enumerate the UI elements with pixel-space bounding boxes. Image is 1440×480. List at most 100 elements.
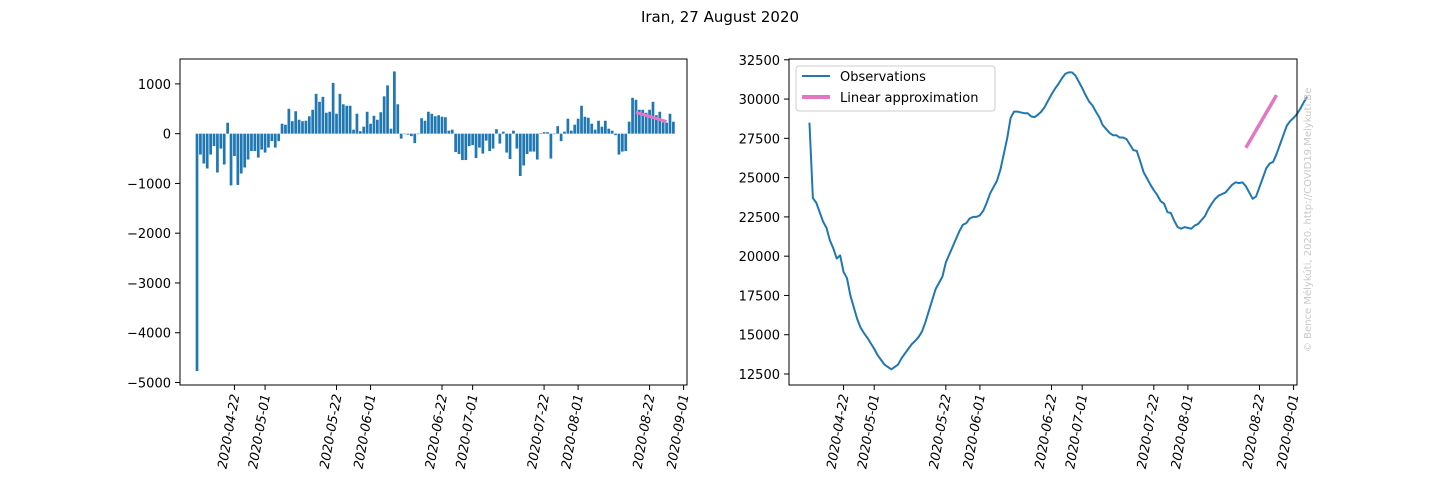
bar: [379, 112, 383, 134]
y-tick-label: 12500: [739, 368, 780, 383]
bar: [454, 133, 457, 153]
bar: [243, 133, 247, 168]
bar: [226, 122, 229, 134]
bar: [393, 71, 396, 134]
line-chart-frame: [788, 58, 1298, 386]
bar: [638, 109, 641, 134]
y-tick-label: 30000: [739, 93, 780, 108]
bar: [655, 115, 658, 134]
bar: [270, 133, 274, 142]
bar: [444, 117, 447, 134]
bar: [501, 131, 505, 134]
bar: [491, 133, 495, 149]
bar: [437, 115, 440, 134]
observations-line: [808, 71, 1309, 371]
bar: [515, 133, 519, 149]
bar: [546, 132, 549, 134]
y-tick-label: 25000: [739, 172, 780, 187]
y-tick-label: −1000: [127, 177, 171, 192]
bar: [216, 133, 219, 173]
bar: [318, 101, 321, 134]
bar: [369, 123, 372, 134]
linear-approximation-line: [1244, 94, 1279, 149]
bar: [518, 133, 522, 176]
bar: [239, 133, 243, 174]
bar: [624, 133, 628, 152]
bar: [222, 133, 226, 165]
bar: [552, 133, 556, 135]
approximation-increment-line: [635, 110, 668, 124]
legend-observations-label: Observations: [840, 70, 926, 85]
bar: [389, 128, 393, 134]
y-tick-label: 0: [163, 128, 171, 143]
bar: [467, 133, 471, 147]
bar: [549, 133, 553, 159]
bar: [593, 129, 597, 134]
bar: [648, 109, 651, 134]
bar: [474, 133, 478, 159]
bar: [440, 116, 444, 134]
bar: [525, 133, 529, 155]
bar: [464, 133, 468, 161]
bar: [457, 133, 461, 155]
bar: [195, 133, 199, 372]
bar: [386, 85, 389, 134]
bar: [447, 130, 451, 134]
bar: [202, 133, 206, 164]
bar: [358, 131, 362, 134]
y-tick-label: 20000: [739, 250, 780, 265]
legend-box: [795, 65, 996, 112]
y-tick-label: −3000: [127, 277, 171, 292]
bar: [406, 133, 410, 135]
bar: [355, 113, 359, 134]
bar: [229, 133, 233, 186]
bar: [427, 111, 430, 134]
bar: [304, 120, 308, 134]
bar: [566, 118, 570, 134]
bar: [341, 104, 345, 134]
bar: [495, 129, 498, 134]
bar: [297, 119, 301, 134]
bar: [199, 133, 202, 155]
y-tick-label: −5000: [127, 377, 171, 392]
bar: [471, 133, 474, 146]
bar: [260, 133, 264, 150]
bar: [576, 118, 580, 134]
bar: [661, 122, 665, 134]
bar: [631, 97, 634, 134]
bar-chart-frame: [179, 58, 688, 386]
y-tick-label: 27500: [739, 132, 780, 147]
bar: [314, 93, 318, 134]
bar: [277, 133, 281, 142]
bar: [413, 133, 417, 144]
bar: [665, 122, 668, 134]
bar: [586, 117, 590, 134]
bar: [433, 116, 437, 134]
bar: [522, 133, 526, 166]
bar: [328, 111, 332, 134]
y-tick-label: 22500: [739, 211, 780, 226]
bar: [273, 133, 277, 148]
bar: [352, 129, 355, 134]
bar: [362, 126, 366, 134]
bar: [634, 99, 638, 134]
bar: [212, 133, 216, 147]
bar: [607, 128, 611, 134]
bar: [365, 111, 369, 134]
bar: [617, 133, 621, 155]
bar: [345, 105, 349, 134]
bar: [498, 133, 502, 144]
bar: [250, 133, 253, 152]
bar: [672, 121, 675, 134]
bar: [505, 133, 509, 153]
bar: [488, 133, 491, 152]
watermark: © Bence Mélykúti, 2020. http://COVID19.M…: [1302, 88, 1314, 352]
bar: [416, 133, 420, 135]
bar: [267, 133, 270, 148]
bar: [430, 113, 434, 134]
bar: [396, 104, 400, 134]
bar: [539, 133, 543, 134]
bar: [529, 133, 532, 152]
bar: [236, 133, 240, 185]
